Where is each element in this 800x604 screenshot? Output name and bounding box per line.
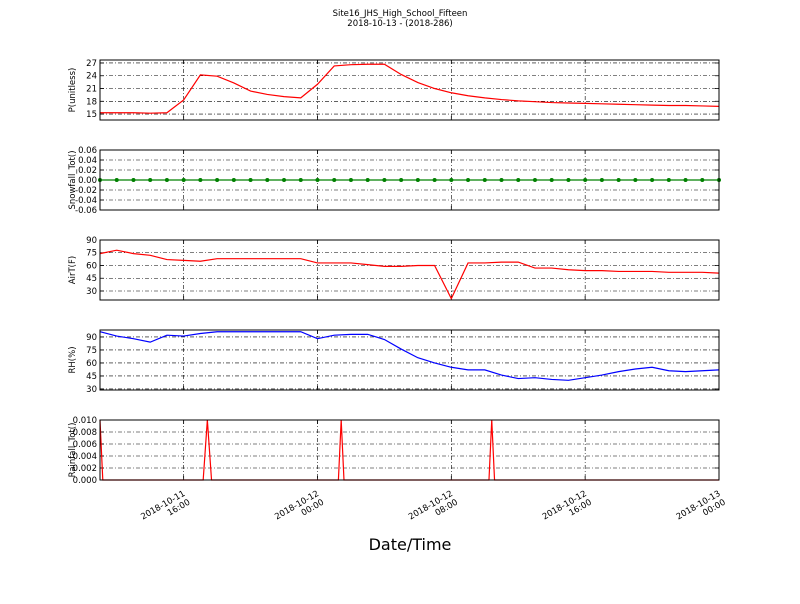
x-tick-label: 2018-10-1300:00 xyxy=(675,489,728,531)
point xyxy=(683,178,688,182)
chart-title: Site16_JHS_High_School_Fifteen xyxy=(333,9,468,19)
series-line xyxy=(99,331,720,381)
point xyxy=(148,178,153,182)
plot-frame xyxy=(99,239,720,301)
y-tick-label: 60 xyxy=(86,359,97,369)
point xyxy=(248,178,253,182)
y-tick-label: 0.006 xyxy=(73,440,97,450)
point xyxy=(215,178,220,182)
y-tick-label: 27 xyxy=(86,59,97,69)
plot-frame xyxy=(99,329,720,391)
point xyxy=(549,178,554,182)
plot-frame xyxy=(99,149,720,211)
x-axis-label: Date/Time xyxy=(369,535,452,554)
point xyxy=(282,178,287,182)
y-tick-label: 90 xyxy=(86,236,97,246)
point xyxy=(332,178,337,182)
y-tick-label: 60 xyxy=(86,261,97,271)
point xyxy=(298,178,303,182)
y-tick-label: 18 xyxy=(86,97,97,107)
y-axis-label: AirT(F) xyxy=(68,256,78,284)
y-tick-label: 30 xyxy=(86,287,97,297)
point xyxy=(449,178,454,182)
point xyxy=(382,178,387,182)
y-axis-label: Rainfall_Tot() xyxy=(68,423,78,478)
series-line xyxy=(100,63,720,114)
chart-subtitle: 2018-10-13 - (2018-286) xyxy=(347,19,452,29)
y-tick-label: -0.04 xyxy=(75,196,97,206)
plot-frame xyxy=(99,59,720,121)
y-axis-label: P(unitless) xyxy=(68,68,78,113)
plot-frame xyxy=(99,419,720,481)
point xyxy=(583,178,588,182)
point xyxy=(532,178,537,182)
point xyxy=(415,178,420,182)
x-tick-label: 2018-10-1216:00 xyxy=(541,489,594,531)
x-tick-label: 2018-10-1116:00 xyxy=(139,489,192,531)
point xyxy=(650,178,655,182)
x-tick-label: 2018-10-1208:00 xyxy=(407,489,460,531)
point xyxy=(348,178,353,182)
y-tick-label: 0.000 xyxy=(73,476,97,486)
y-tick-label: 0.04 xyxy=(78,156,97,166)
point xyxy=(599,178,604,182)
x-tick-label: 2018-10-1200:00 xyxy=(273,489,326,531)
point xyxy=(231,178,236,182)
series-line xyxy=(99,249,720,301)
y-tick-label: 0.00 xyxy=(78,176,97,186)
point xyxy=(315,178,320,182)
point xyxy=(700,178,705,182)
point xyxy=(399,178,404,182)
y-tick-label: 75 xyxy=(86,249,97,259)
point xyxy=(265,178,270,182)
y-tick-label: 0.002 xyxy=(73,464,97,474)
y-tick-label: 0.02 xyxy=(78,166,97,176)
y-tick-label: 0.06 xyxy=(78,146,97,156)
point xyxy=(566,178,571,182)
y-tick-label: 45 xyxy=(86,372,97,382)
point xyxy=(114,178,119,182)
y-tick-label: 24 xyxy=(86,72,97,82)
point xyxy=(499,178,504,182)
point xyxy=(164,178,169,182)
point xyxy=(198,178,203,182)
point xyxy=(516,178,521,182)
series-line xyxy=(99,419,719,481)
point xyxy=(666,178,671,182)
point xyxy=(616,178,621,182)
point xyxy=(181,178,186,182)
point xyxy=(131,178,136,182)
y-tick-label: 0.008 xyxy=(73,428,97,438)
y-tick-label: 0.004 xyxy=(73,452,97,462)
point xyxy=(466,178,471,182)
y-tick-label: 21 xyxy=(86,85,97,95)
y-tick-label: 15 xyxy=(86,110,97,120)
point xyxy=(432,178,437,182)
y-tick-label: 75 xyxy=(86,346,97,356)
y-tick-label: 0.010 xyxy=(73,416,97,426)
point xyxy=(365,178,370,182)
point xyxy=(633,178,638,182)
y-tick-label: 30 xyxy=(86,385,97,395)
y-tick-label: -0.06 xyxy=(75,206,97,216)
point xyxy=(482,178,487,182)
y-tick-label: 45 xyxy=(86,274,97,284)
y-tick-label: 90 xyxy=(86,333,97,343)
y-axis-label: RH(%) xyxy=(68,346,78,373)
y-tick-label: -0.02 xyxy=(75,186,97,196)
y-axis-label: Snowfall_Tot() xyxy=(68,150,78,209)
